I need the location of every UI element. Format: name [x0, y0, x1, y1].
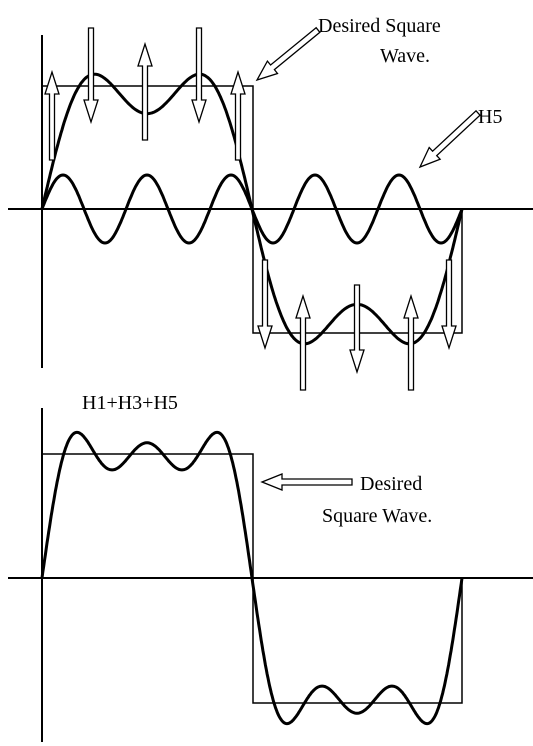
hollow-arrow	[441, 259, 457, 351]
hollow-arrow	[137, 41, 153, 141]
hollow-arrow	[295, 293, 311, 391]
hollow-arrow	[83, 27, 99, 125]
bottom-desired-pointer-arrow	[260, 473, 353, 491]
hollow-arrow	[191, 27, 207, 125]
top-h5-harmonic-curve	[40, 173, 464, 245]
bottom-desired-label-line1: Desired	[360, 473, 422, 495]
bottom-desired-square-wave	[42, 453, 463, 704]
bottom-sum-label: H1+H3+H5	[82, 392, 178, 414]
top-h5-label: H5	[478, 106, 502, 128]
bottom-panel: H1+H3+H5 Desired Square Wave.	[8, 392, 533, 742]
hollow-arrow	[230, 69, 246, 161]
top-panel: Desired Square Wave. H5	[8, 15, 533, 391]
bottom-desired-label-line2: Square Wave.	[322, 505, 432, 527]
top-h5-pointer-arrow	[418, 109, 481, 169]
hollow-arrow	[403, 293, 419, 391]
top-correction-arrows	[44, 27, 457, 391]
hollow-arrow	[44, 69, 60, 161]
hollow-arrow	[257, 259, 273, 351]
bottom-h1-h3-h5-sum-curve	[40, 430, 464, 726]
top-desired-pointer-arrow	[255, 26, 321, 82]
hollow-arrow	[349, 284, 365, 375]
top-desired-label-line1: Desired Square	[318, 15, 441, 37]
top-desired-label-line2: Wave.	[380, 45, 430, 67]
